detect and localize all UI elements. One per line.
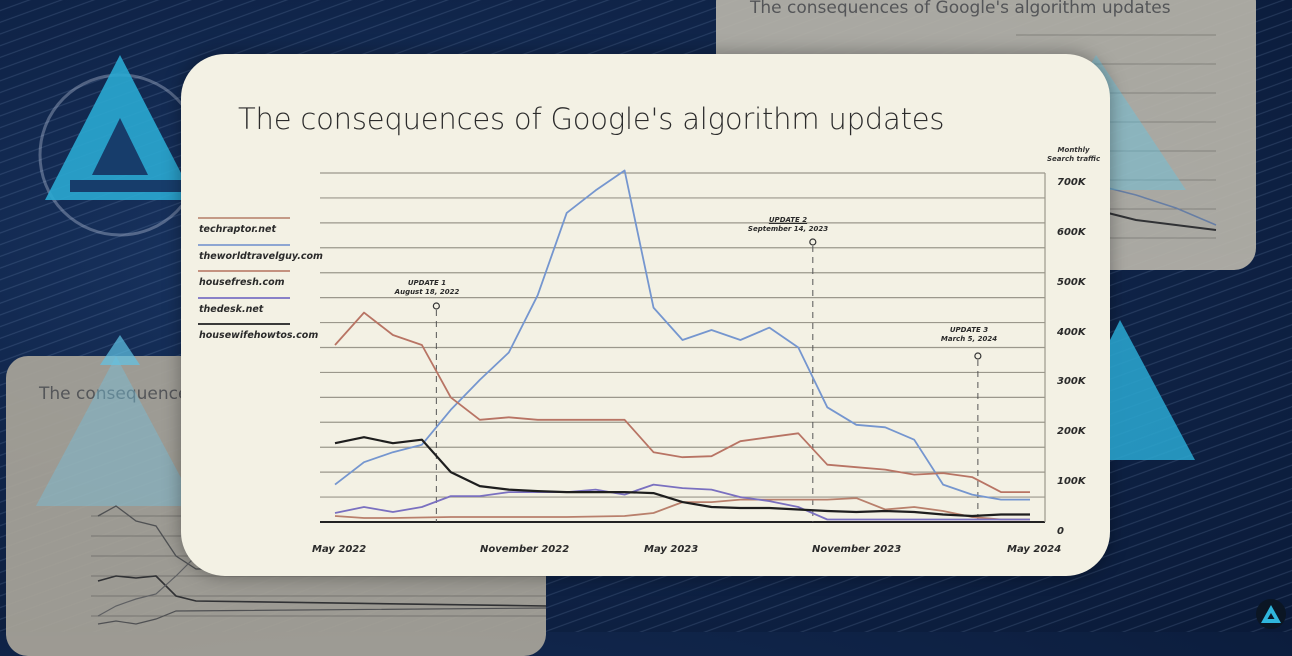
update-marker-pin-icon (974, 352, 982, 360)
bg-card-title: The consequences of Google's algorithm u… (750, 0, 1171, 18)
bg-card-title: The consequences (39, 384, 198, 404)
update-marker-pin-icon (432, 302, 440, 310)
legend-swatch (198, 270, 290, 272)
legend-label: housewifehowtos.com (199, 330, 319, 341)
legend-label: theworldtravelguy.com (199, 250, 323, 262)
y-tick: 400K (1057, 327, 1086, 338)
update-date: August 18, 2022 (394, 288, 460, 296)
brand-logo-icon (38, 55, 202, 237)
series-line-thedesk-net (334, 483, 1030, 521)
line-chart-plot (320, 169, 1046, 523)
legend-label: thedesk.net (199, 303, 264, 315)
y-axis-title-line1: Monthly (1057, 146, 1090, 154)
update-date: March 5, 2024 (940, 335, 998, 343)
chart-title: The consequences of Google's algorithm u… (238, 102, 945, 136)
update-date: September 14, 2023 (747, 225, 829, 233)
legend-item-housefresh: housefresh.com (198, 270, 294, 297)
legend-swatch (198, 323, 290, 325)
x-tick: November 2022 (480, 544, 570, 555)
y-tick: 200K (1057, 426, 1086, 437)
x-tick: November 2023 (812, 544, 902, 555)
legend-swatch (198, 217, 290, 219)
legend-label: housefresh.com (199, 277, 285, 288)
x-tick: May 2023 (644, 544, 699, 555)
legend-label: techraptor.net (199, 224, 277, 235)
brand-logo-icon (100, 335, 140, 365)
channel-logo-badge (1256, 599, 1286, 629)
chart-legend: techraptor.net theworldtravelguy.com hou… (198, 217, 323, 350)
brand-logo-icon (1110, 320, 1195, 460)
series-line-housefresh-com (334, 311, 1030, 494)
update-annotation-1: UPDATE 1 August 18, 2022 (395, 279, 460, 297)
legend-swatch (198, 296, 290, 299)
y-tick: 100K (1057, 476, 1086, 487)
y-axis-title-line2: Search traffic (1047, 155, 1101, 163)
y-tick: 700K (1057, 177, 1086, 188)
x-tick: May 2022 (312, 544, 367, 555)
legend-item-thedesk: thedesk.net (198, 296, 294, 324)
series-line-housewifehowtos-com (334, 436, 1030, 518)
update-label: UPDATE 1 (407, 279, 447, 287)
y-tick: 0 (1057, 526, 1064, 537)
chart-card: The consequences of Google's algorithm u… (181, 54, 1110, 576)
update-annotation-3: UPDATE 3 March 5, 2024 (941, 326, 997, 344)
legend-item-theworldtravelguy: theworldtravelguy.com (198, 243, 323, 271)
x-tick: May 2024 (1007, 544, 1062, 555)
series-line-theworldtravelguy-com (334, 169, 1030, 501)
update-annotation-2: UPDATE 2 September 14, 2023 (748, 216, 828, 234)
update-label: UPDATE 2 (768, 216, 808, 224)
legend-swatch (198, 243, 290, 246)
y-tick: 600K (1057, 227, 1086, 238)
brand-logo-icon (1261, 605, 1281, 623)
update-label: UPDATE 3 (949, 326, 989, 334)
y-tick: 300K (1057, 376, 1086, 387)
y-tick: 500K (1057, 277, 1086, 288)
legend-item-housewifehowtos: housewifehowtos.com (198, 323, 318, 350)
legend-item-techraptor: techraptor.net (198, 217, 294, 244)
update-marker-pin-icon (809, 238, 817, 246)
y-axis-title: Monthly Search traffic (1047, 146, 1100, 164)
